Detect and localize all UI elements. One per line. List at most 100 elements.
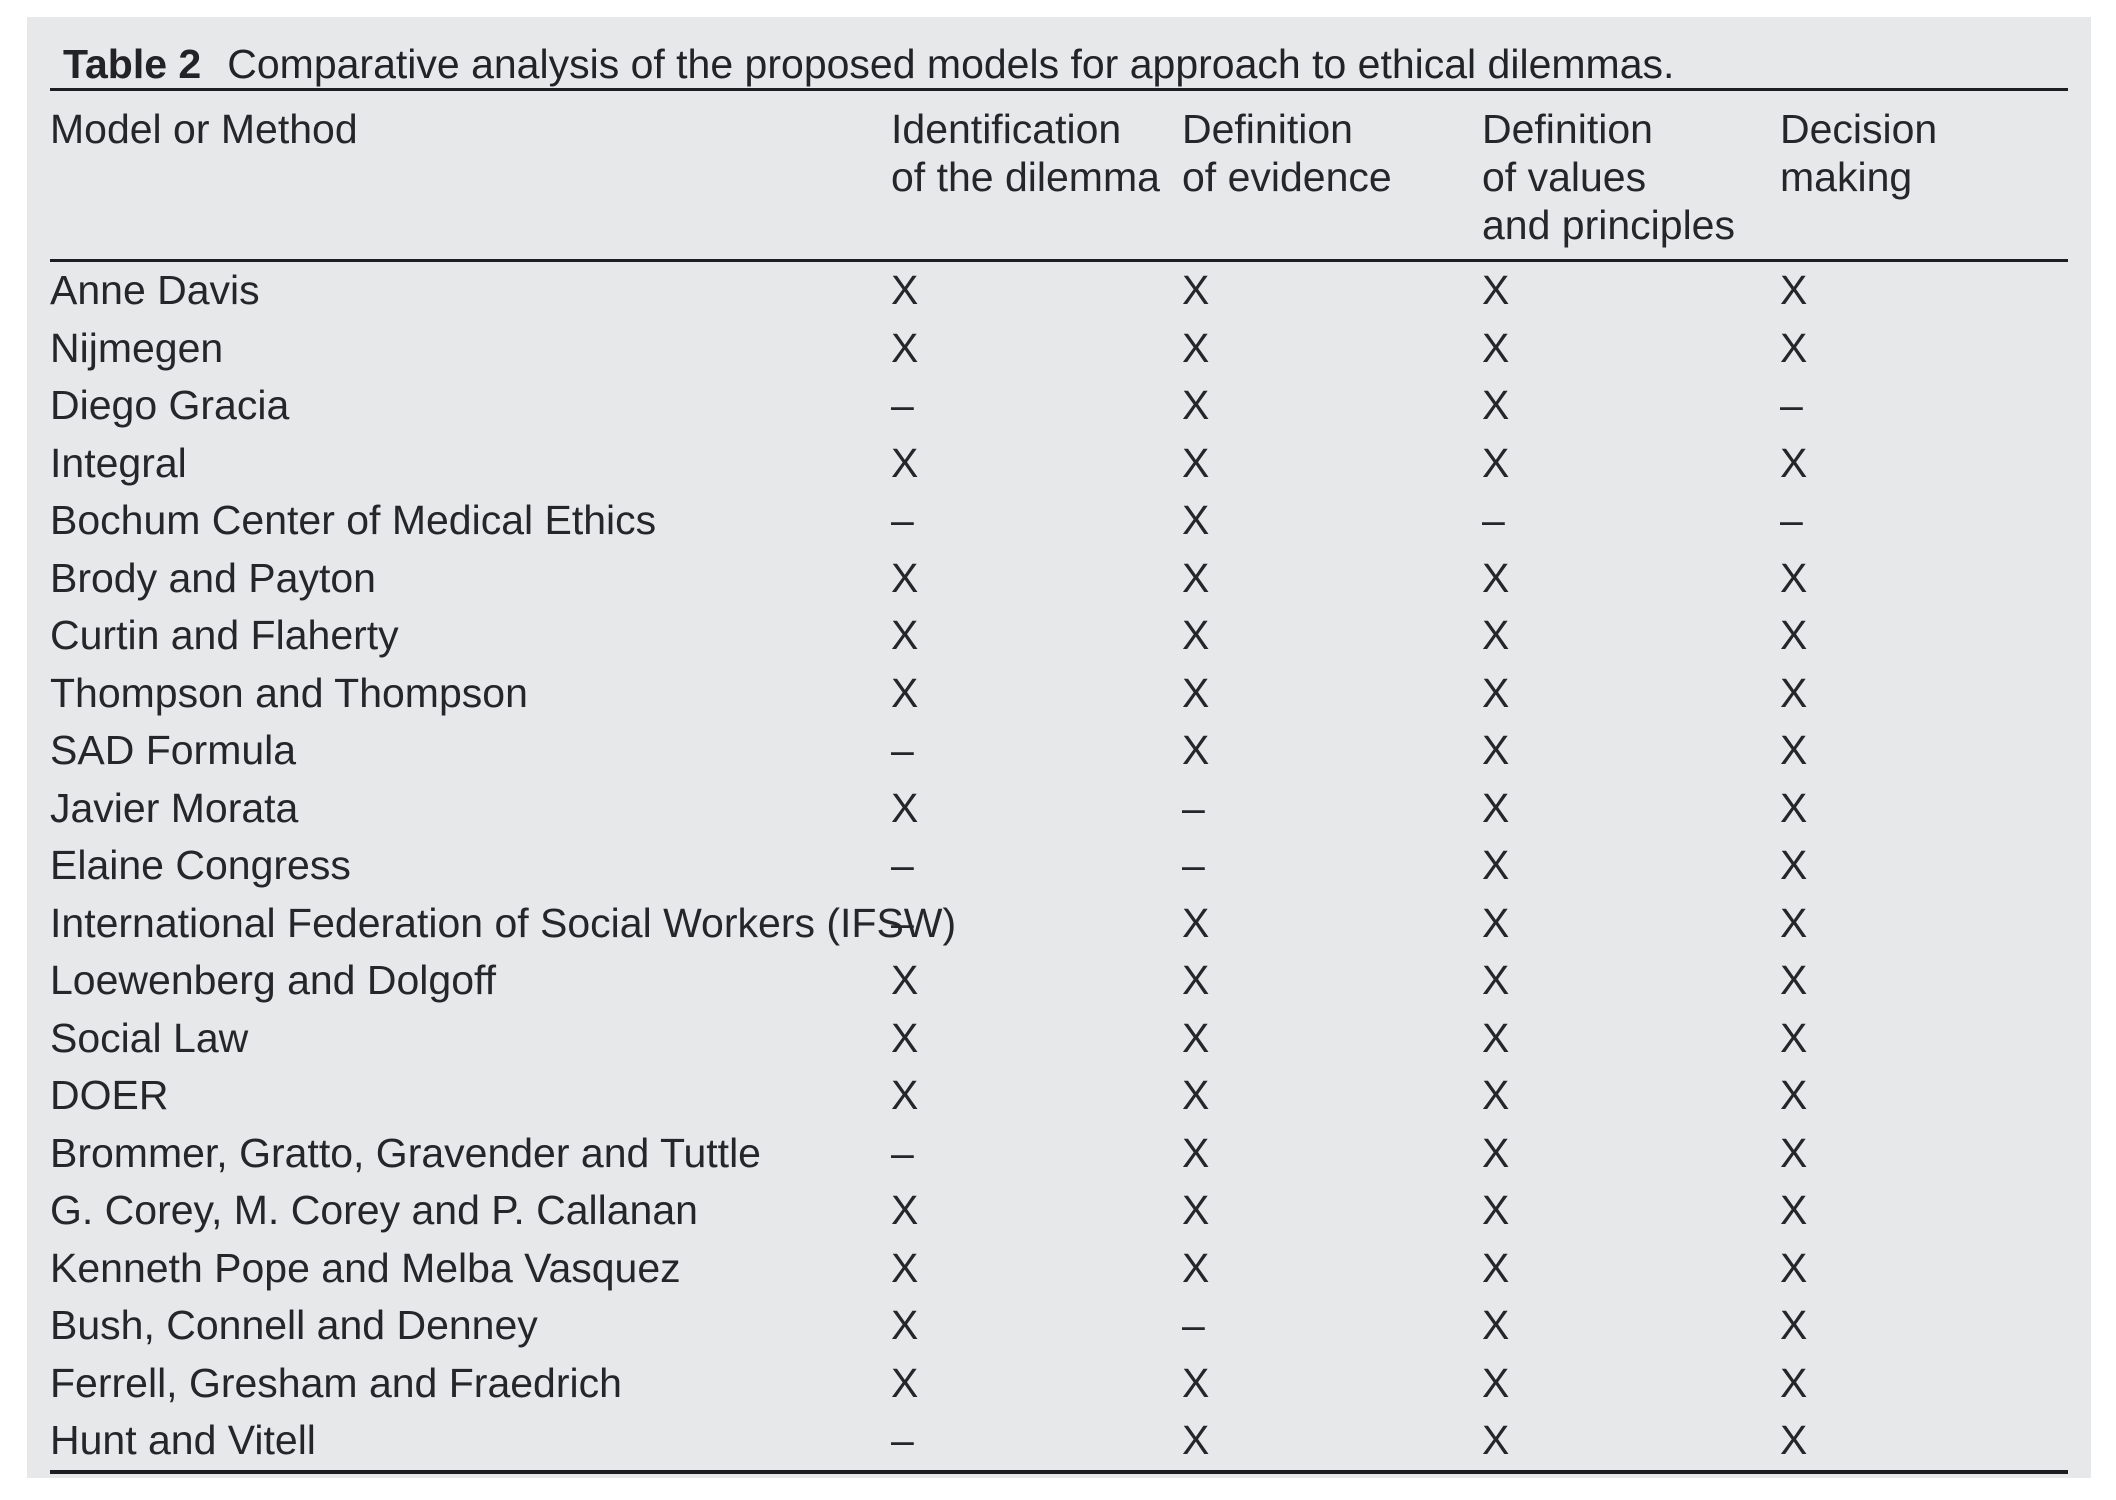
model-name-cell: Ferrell, Gresham and Fraedrich — [50, 1359, 622, 1406]
table-row: Bochum Center of Medical Ethics – X – – — [50, 492, 2068, 550]
model-name-cell: Kenneth Pope and Melba Vasquez — [50, 1244, 681, 1291]
mark-decision-cell: X — [1780, 1072, 1808, 1118]
mark-decision-cell: X — [1780, 1014, 1808, 1061]
mark-values-cell: X — [1482, 554, 1510, 601]
mark-evidence-cell: X — [1182, 1129, 1210, 1176]
mark-evidence-cell: X — [1182, 1359, 1210, 1406]
mark-identification-cell: X — [891, 1072, 919, 1118]
mark-identification-cell: – — [891, 497, 914, 543]
model-name-cell: DOER — [50, 1072, 169, 1118]
table-caption-label: Table 2 — [63, 41, 202, 87]
model-name-cell: Javier Morata — [50, 784, 299, 831]
table-row: Curtin and Flaherty X X X X — [50, 607, 2068, 665]
table-row: Brommer, Gratto, Gravender and Tuttle – … — [50, 1125, 2068, 1183]
column-header-decision-making: Decision making — [1780, 89, 2068, 262]
table-body: Anne Davis X X X X Nijmegen X X X X Dieg… — [50, 261, 2068, 1472]
mark-decision-cell: X — [1780, 957, 1808, 1003]
mark-decision-cell: X — [1780, 727, 1808, 773]
table-row: Social Law X X X X — [50, 1010, 2068, 1068]
mark-decision-cell: X — [1780, 1129, 1808, 1176]
table-caption-text: Comparative analysis of the proposed mod… — [227, 41, 1675, 87]
model-name-cell: Hunt and Vitell — [50, 1417, 316, 1463]
model-name-cell: Social Law — [50, 1014, 249, 1061]
mark-evidence-cell: X — [1182, 267, 1210, 313]
mark-decision-cell: X — [1780, 267, 1808, 313]
mark-values-cell: X — [1482, 842, 1510, 888]
mark-decision-cell: X — [1780, 899, 1808, 946]
mark-decision-cell: – — [1780, 497, 1803, 543]
mark-values-cell: – — [1482, 497, 1505, 543]
mark-decision-cell: X — [1780, 324, 1808, 371]
model-name-cell: Bush, Connell and Denney — [50, 1302, 538, 1348]
mark-evidence-cell: X — [1182, 382, 1210, 428]
table-header: Model or Method Identification of the di… — [50, 89, 2068, 262]
table-row: Nijmegen X X X X — [50, 320, 2068, 378]
mark-values-cell: X — [1482, 727, 1510, 773]
table-row: Thompson and Thompson X X X X — [50, 665, 2068, 723]
mark-identification-cell: – — [891, 1129, 914, 1176]
mark-decision-cell: X — [1780, 1302, 1808, 1348]
model-name-cell: G. Corey, M. Corey and P. Callanan — [50, 1187, 698, 1233]
mark-evidence-cell: X — [1182, 324, 1210, 371]
table-row: Kenneth Pope and Melba Vasquez X X X X — [50, 1240, 2068, 1298]
mark-values-cell: X — [1482, 784, 1510, 831]
mark-evidence-cell: X — [1182, 727, 1210, 773]
table-header-row: Model or Method Identification of the di… — [50, 89, 2068, 262]
model-name-cell: SAD Formula — [50, 727, 297, 773]
mark-identification-cell: X — [891, 324, 919, 371]
mark-identification-cell: X — [891, 1014, 919, 1061]
mark-values-cell: X — [1482, 1072, 1510, 1118]
table-panel — [27, 17, 2091, 1478]
table-row: Integral X X X X — [50, 435, 2068, 493]
mark-evidence-cell: X — [1182, 497, 1210, 543]
mark-identification-cell: X — [891, 1302, 919, 1348]
mark-values-cell: X — [1482, 899, 1510, 946]
mark-evidence-cell: – — [1182, 784, 1205, 831]
table-row: Ferrell, Gresham and Fraedrich X X X X — [50, 1355, 2068, 1413]
mark-values-cell: X — [1482, 1014, 1510, 1061]
table-row: Hunt and Vitell – X X X — [50, 1412, 2068, 1472]
table-row: G. Corey, M. Corey and P. Callanan X X X… — [50, 1182, 2068, 1240]
mark-values-cell: X — [1482, 1244, 1510, 1291]
table-row: Loewenberg and Dolgoff X X X X — [50, 952, 2068, 1010]
mark-values-cell: X — [1482, 267, 1510, 313]
mark-decision-cell: – — [1780, 382, 1803, 428]
mark-decision-cell: X — [1780, 554, 1808, 601]
comparative-analysis-table: Model or Method Identification of the di… — [50, 88, 2068, 1474]
mark-evidence-cell: X — [1182, 554, 1210, 601]
mark-decision-cell: X — [1780, 1417, 1808, 1463]
mark-values-cell: X — [1482, 324, 1510, 371]
model-name-cell: Integral — [50, 439, 187, 486]
model-name-cell: Anne Davis — [50, 267, 260, 313]
mark-identification-cell: X — [891, 1244, 919, 1291]
mark-identification-cell: – — [891, 899, 914, 946]
mark-identification-cell: X — [891, 669, 919, 716]
table-row: International Federation of Social Worke… — [50, 895, 2068, 953]
mark-evidence-cell: X — [1182, 1187, 1210, 1233]
mark-evidence-cell: – — [1182, 1302, 1205, 1348]
model-name-cell: Loewenberg and Dolgoff — [50, 957, 497, 1003]
mark-evidence-cell: X — [1182, 612, 1210, 658]
mark-decision-cell: X — [1780, 1187, 1808, 1233]
table-row: Diego Gracia – X X – — [50, 377, 2068, 435]
mark-values-cell: X — [1482, 957, 1510, 1003]
mark-decision-cell: X — [1780, 1359, 1808, 1406]
mark-decision-cell: X — [1780, 612, 1808, 658]
table-row: DOER X X X X — [50, 1067, 2068, 1125]
mark-identification-cell: X — [891, 267, 919, 313]
mark-evidence-cell: X — [1182, 1072, 1210, 1118]
mark-values-cell: X — [1482, 382, 1510, 428]
mark-values-cell: X — [1482, 1187, 1510, 1233]
table-row: Bush, Connell and Denney X – X X — [50, 1297, 2068, 1355]
mark-values-cell: X — [1482, 612, 1510, 658]
model-name-cell: Brommer, Gratto, Gravender and Tuttle — [50, 1129, 761, 1176]
mark-identification-cell: – — [891, 727, 914, 773]
column-header-definition-evidence: Definition of evidence — [1182, 89, 1482, 262]
model-name-cell: International Federation of Social Worke… — [50, 899, 957, 946]
mark-identification-cell: – — [891, 842, 914, 888]
mark-values-cell: X — [1482, 1129, 1510, 1176]
table-row: Anne Davis X X X X — [50, 261, 2068, 320]
table-row: Javier Morata X – X X — [50, 780, 2068, 838]
mark-evidence-cell: X — [1182, 1014, 1210, 1061]
mark-identification-cell: X — [891, 554, 919, 601]
